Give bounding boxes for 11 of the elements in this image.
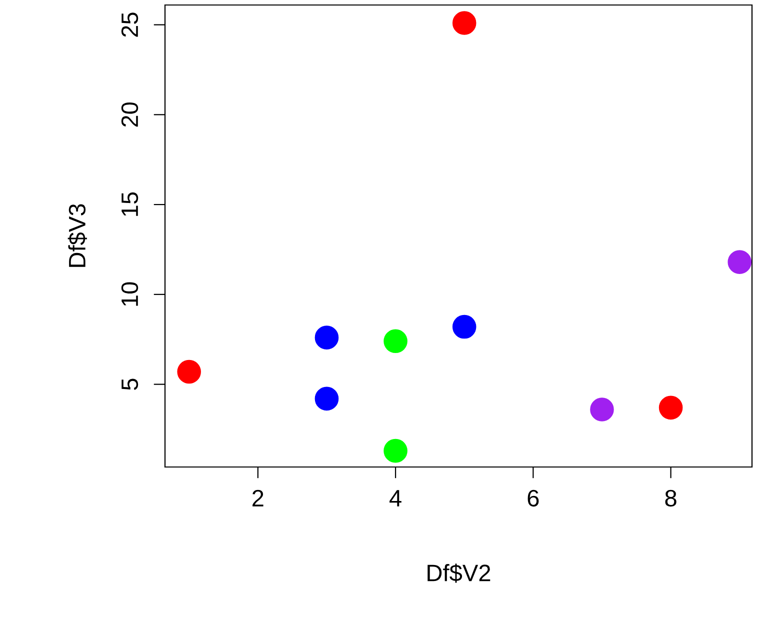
- y-tick-label: 5: [122, 378, 138, 390]
- y-axis-title: Df$V3: [68, 204, 87, 267]
- x-axis-title: Df$V2: [428, 564, 490, 583]
- y-tick-label: 20: [121, 102, 138, 127]
- x-tick-label: 2: [252, 490, 264, 506]
- y-tick-label: 25: [121, 12, 138, 37]
- x-tick-label: 6: [528, 490, 539, 507]
- y-tick-label: 10: [121, 282, 138, 306]
- x-tick-label: 8: [665, 490, 676, 507]
- y-tick-label: 15: [122, 192, 138, 216]
- x-tick-label: 4: [390, 490, 402, 506]
